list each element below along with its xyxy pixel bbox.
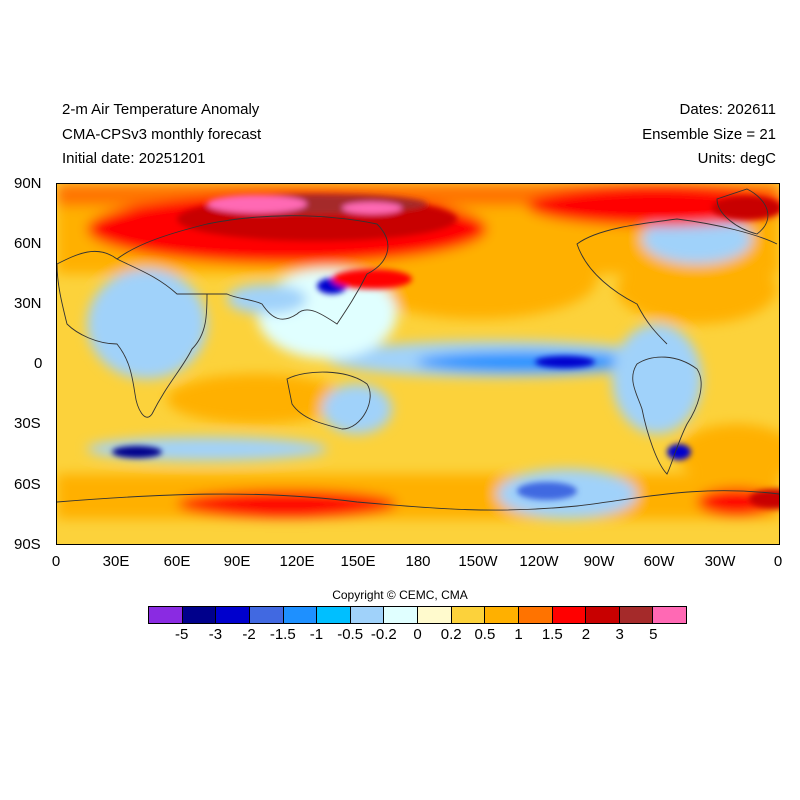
model-name: CMA-CPSv3 monthly forecast (62, 126, 262, 143)
ensemble-size: Ensemble Size = 21 (642, 126, 776, 143)
colorbar-box (518, 607, 553, 623)
colorbar-label: 3 (615, 626, 624, 643)
colorbar-label: -1.5 (269, 626, 296, 643)
lon-tick-label: 150E (340, 553, 376, 570)
colorbar-label: 0 (413, 626, 422, 643)
map-title: 2-m Air Temperature Anomaly (62, 101, 260, 118)
colorbar-box (485, 607, 519, 623)
anomaly-patch-south-atlantic-hot (749, 489, 779, 509)
lon-tick-label: 150W (458, 553, 498, 570)
colorbar-box (586, 607, 620, 623)
anomaly-patch-laptev-sea (342, 202, 402, 214)
colorbar-label: 5 (649, 626, 658, 643)
anomaly-patch-amundsen (517, 482, 577, 500)
lon-tick-label: 120W (519, 553, 559, 570)
anomaly-patch-central-asia (227, 284, 307, 314)
lat-tick-label: 60S (14, 476, 41, 493)
colorbar-label: -1 (309, 626, 324, 643)
colorbar-box (317, 607, 351, 623)
colorbar-label: -3 (208, 626, 223, 643)
colorbar-box (653, 607, 686, 623)
lon-tick-label: 90E (223, 553, 251, 570)
lon-tick-label: 90W (583, 553, 615, 570)
lat-tick-label: 0 (34, 355, 43, 372)
coastline-eurasia (116, 215, 389, 325)
colorbar-box (619, 607, 654, 623)
lon-tick-label: 30E (102, 553, 130, 570)
anomaly-map-canvas (57, 184, 779, 544)
colorbar-label: 1 (514, 626, 523, 643)
anomaly-patch-south-atlantic (677, 424, 779, 484)
colorbar-box (182, 607, 217, 623)
anomaly-extremes (112, 194, 779, 509)
anomaly-patch-south-indian (167, 374, 347, 424)
colorbar-box (451, 607, 486, 623)
lat-tick-label: 30N (14, 295, 42, 312)
anomaly-patch-kuroshio (332, 269, 412, 289)
colorbar-label: -0.2 (370, 626, 397, 643)
anomaly-patch-australia (322, 384, 392, 434)
lon-tick-label: 60E (163, 553, 191, 570)
anomaly-patch-nino (535, 356, 595, 368)
colorbar-box (350, 607, 385, 623)
anomaly-map (56, 183, 780, 545)
anomaly-patch-north-atlantic (617, 254, 777, 324)
lat-tick-label: 30S (14, 415, 41, 432)
lon-tick-label: 60W (643, 553, 675, 570)
colorbar-box (149, 607, 183, 623)
anomaly-patch-canada-east (642, 214, 752, 264)
colorbar-label: 2 (581, 626, 591, 643)
lat-tick-label: 60N (14, 235, 42, 252)
lon-tick-label: 30W (704, 553, 736, 570)
copyright-notice: Copyright © CEMC, CMA (332, 588, 468, 602)
lon-tick-label: 0 (773, 553, 783, 570)
anomaly-patch-southern-ocean-hot (177, 490, 397, 518)
coastline-greenland (716, 188, 769, 235)
colorbar-label: 0.2 (440, 626, 462, 643)
anomaly-patch-kara-sea (207, 195, 307, 213)
anomaly-patch-arctic-canada (527, 186, 779, 226)
colorbar (148, 606, 687, 624)
colorbar-label: -0.5 (337, 626, 364, 643)
colorbar-box (249, 607, 284, 623)
anomaly-patch-patagonia (667, 444, 691, 460)
coastline-south-america (632, 356, 702, 475)
coastline-australia (286, 371, 371, 430)
coastlines (57, 188, 779, 511)
colorbar-box (216, 607, 250, 623)
initial-date: Initial date: 20251201 (62, 150, 206, 167)
anomaly-field (57, 184, 779, 519)
anomaly-patch-south-america (612, 324, 702, 434)
forecast-dates: Dates: 202611 (679, 101, 776, 118)
anomaly-patch-cold-tongue (417, 352, 637, 372)
anomaly-patch-south-africa-ocean (112, 446, 162, 458)
colorbar-label: 1.5 (541, 626, 563, 643)
anomaly-patch-north-pacific (357, 239, 597, 319)
anomaly-patch-africa (87, 269, 207, 379)
coastline-antarctica (57, 490, 779, 511)
colorbar-label: -5 (175, 626, 189, 643)
coastline-africa (57, 250, 208, 418)
lon-tick-label: 0 (51, 553, 61, 570)
lon-tick-label: 120E (279, 553, 315, 570)
anomaly-patch-south-warm (57, 474, 779, 519)
colorbar-label: -2 (242, 626, 256, 643)
colorbar-box (552, 607, 587, 623)
colorbar-label: 0.5 (474, 626, 496, 643)
lat-tick-label: 90N (14, 175, 42, 192)
colorbar-box (418, 607, 452, 623)
anomaly-patch-greenland (712, 196, 779, 220)
lat-tick-label: 90S (14, 536, 41, 553)
lon-tick-label: 180 (405, 553, 431, 570)
coastline-north-america (576, 218, 778, 345)
colorbar-box (283, 607, 318, 623)
colorbar-box (384, 607, 418, 623)
units-label: Units: degC (697, 150, 776, 167)
